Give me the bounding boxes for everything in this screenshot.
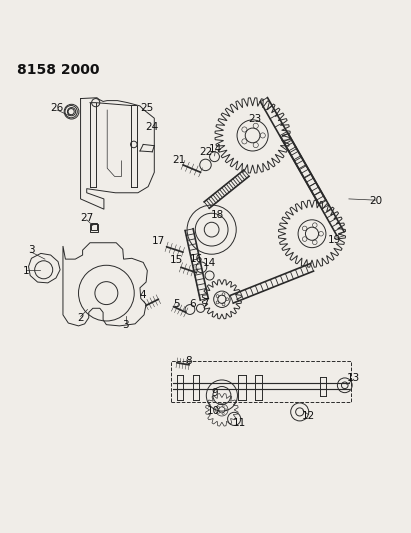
Text: 1: 1 [23,266,30,277]
Text: 21: 21 [172,155,185,165]
Text: 2: 2 [77,313,84,322]
Text: 8158 2000: 8158 2000 [17,63,99,77]
Text: 24: 24 [145,122,159,132]
Text: 19: 19 [328,235,341,245]
Text: 14: 14 [209,144,222,155]
Text: 14: 14 [203,258,216,268]
Text: 9: 9 [211,387,218,398]
Text: 26: 26 [51,103,64,114]
Text: 17: 17 [152,236,165,246]
Text: 16: 16 [190,254,203,264]
Bar [90,224,98,232]
Text: 5: 5 [173,299,179,309]
Text: 13: 13 [347,373,360,383]
Text: 3: 3 [122,320,129,330]
Text: 27: 27 [80,213,93,223]
Text: 23: 23 [248,114,261,124]
Text: 20: 20 [369,196,382,206]
Text: 3: 3 [28,245,35,255]
Text: 10: 10 [207,406,220,416]
Text: 15: 15 [169,255,182,265]
Text: 25: 25 [141,102,154,112]
Bar [91,223,97,230]
Text: 18: 18 [211,211,224,220]
Bar [171,361,351,402]
Text: 22: 22 [199,147,212,157]
Text: 7: 7 [202,297,209,308]
Text: 11: 11 [233,418,246,428]
Text: 6: 6 [189,299,196,309]
Text: 4: 4 [140,290,147,300]
Text: 8: 8 [185,356,192,366]
Text: 12: 12 [302,411,315,421]
